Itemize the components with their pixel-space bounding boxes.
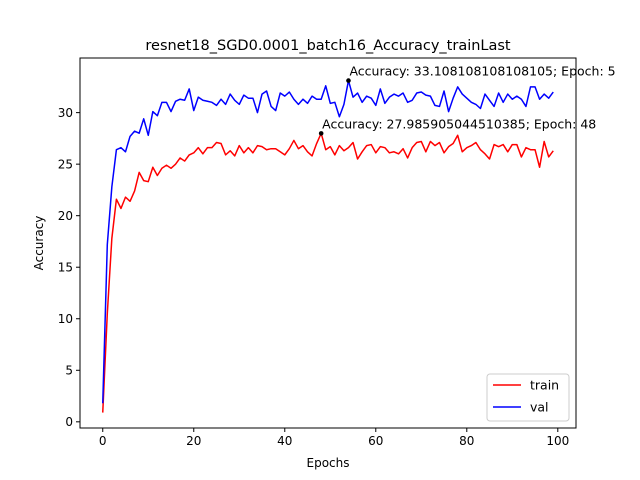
y-axis-ticks: 0 5 10 15 20 25 30 xyxy=(58,106,80,429)
y-tick-label: 15 xyxy=(58,261,73,275)
x-tick-label: 100 xyxy=(546,434,569,448)
legend-label-train: train xyxy=(530,378,559,393)
y-tick-label: 10 xyxy=(58,312,73,326)
series-line-train xyxy=(102,132,554,413)
y-tick-label: 5 xyxy=(65,364,73,378)
x-tick-label: 40 xyxy=(277,434,292,448)
legend: train val xyxy=(486,373,570,422)
y-tick-label: 0 xyxy=(65,415,73,429)
y-tick-label: 20 xyxy=(58,209,73,223)
y-tick-label: 30 xyxy=(58,106,73,120)
chart-title: resnet18_SGD0.0001_batch16_Accuracy_trai… xyxy=(145,38,511,54)
x-tick-label: 80 xyxy=(459,434,474,448)
x-tick-label: 20 xyxy=(186,434,201,448)
annotation-point xyxy=(318,131,324,136)
plot-frame xyxy=(79,57,577,429)
annotation-label: Accuracy: 33.108108108108105; Epoch: 5 xyxy=(349,64,615,79)
series-line-val xyxy=(102,79,554,404)
x-tick-label: 60 xyxy=(368,434,383,448)
series-lines xyxy=(102,79,554,413)
annotation-point xyxy=(346,78,351,83)
annotations: Accuracy: 27.985905044510385; Epoch: 48 A… xyxy=(318,64,616,136)
x-tick-label: 0 xyxy=(99,434,107,448)
y-tick-label: 25 xyxy=(58,157,73,171)
annotation-label: Accuracy: 27.985905044510385; Epoch: 48 xyxy=(322,116,596,131)
y-axis-label: Accuracy xyxy=(32,216,46,271)
x-axis-ticks: 0 20 40 60 80 100 xyxy=(99,428,569,448)
x-axis-label: Epochs xyxy=(307,456,350,470)
legend-label-val: val xyxy=(530,400,549,415)
